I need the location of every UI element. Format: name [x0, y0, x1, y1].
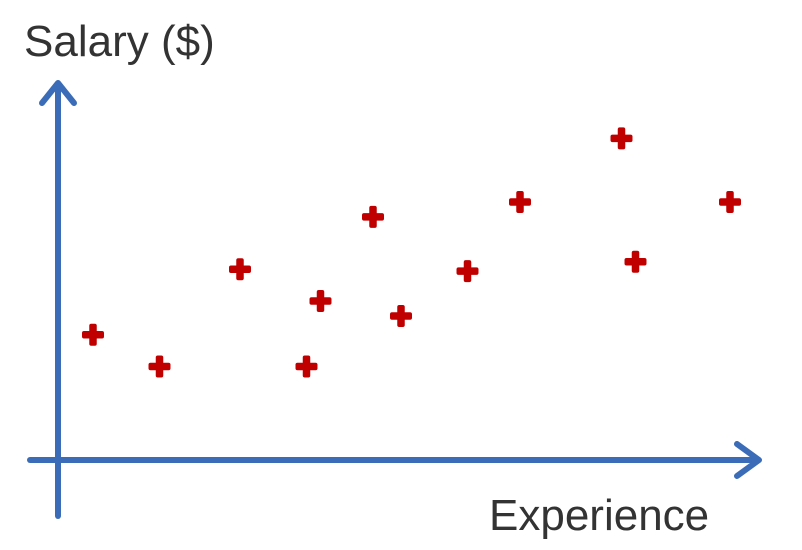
- data-point: [229, 258, 251, 281]
- data-point: [509, 190, 531, 213]
- data-points: [82, 127, 741, 378]
- x-axis-arrowhead: [734, 441, 762, 479]
- axes: [27, 80, 762, 519]
- data-point: [148, 355, 171, 378]
- data-point: [82, 323, 104, 346]
- data-point: [719, 190, 741, 213]
- data-point: [309, 290, 332, 313]
- data-point: [390, 305, 412, 328]
- data-point: [610, 127, 633, 150]
- data-point: [362, 205, 384, 228]
- data-point: [456, 260, 479, 283]
- data-point: [295, 355, 318, 378]
- x-axis-label: Experience: [489, 491, 710, 540]
- y-axis-label: Salary ($): [24, 17, 215, 66]
- data-point: [624, 250, 647, 273]
- y-axis-arrowhead: [39, 80, 77, 106]
